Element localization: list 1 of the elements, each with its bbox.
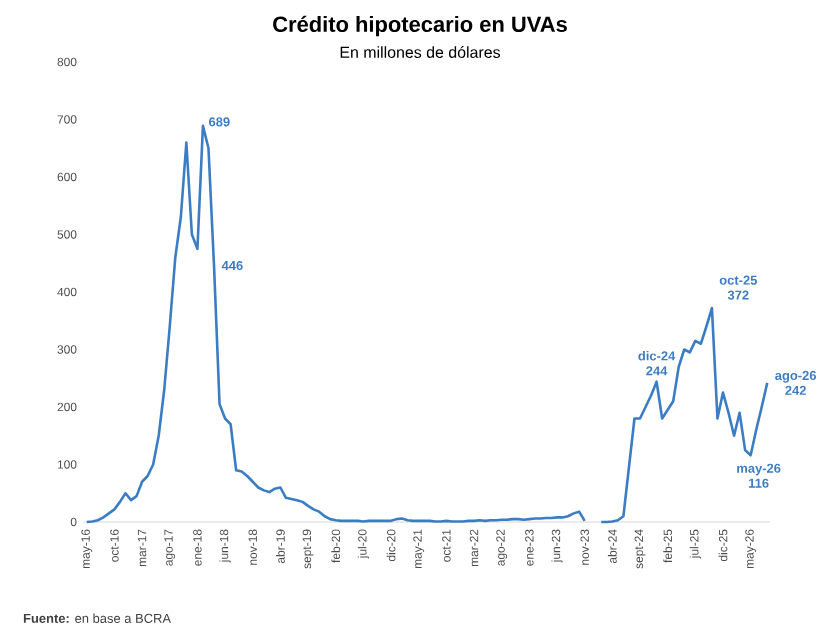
chart-title: Crédito hipotecario en UVAs [273,15,567,37]
